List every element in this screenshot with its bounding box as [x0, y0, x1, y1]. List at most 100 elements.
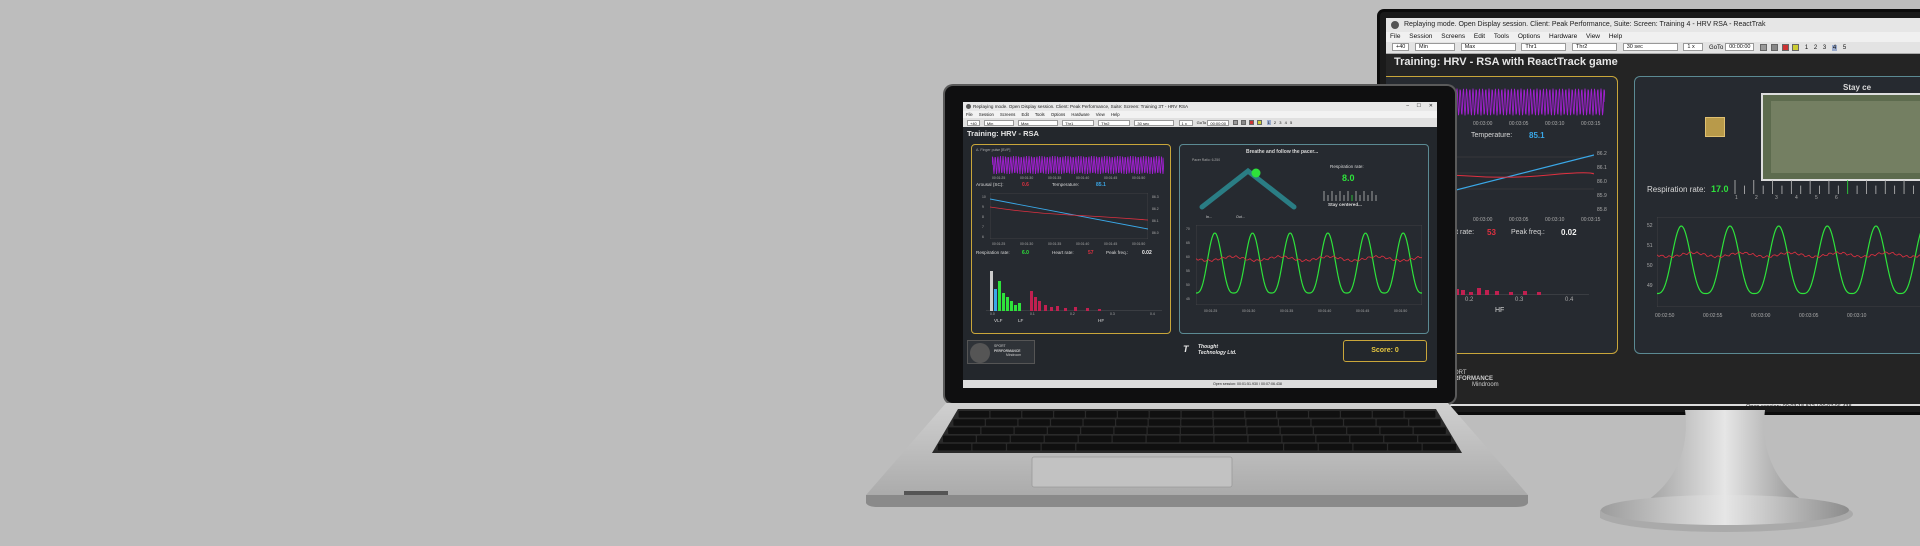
speed-select[interactable]: 1 x [1178, 119, 1193, 126]
menu-session[interactable]: Session [1409, 33, 1433, 40]
spectrum-bar [1064, 308, 1067, 311]
grid-icon[interactable] [1760, 43, 1768, 51]
touchpad[interactable] [1031, 456, 1233, 488]
scale-field[interactable]: +40 [967, 119, 980, 126]
goto-field[interactable]: 00:00:00 [1207, 119, 1229, 126]
page-1[interactable]: 1 [1804, 45, 1809, 51]
spectrum-bar [998, 281, 1001, 311]
menu-options[interactable]: Options [1050, 112, 1066, 117]
record-icon[interactable] [1781, 43, 1789, 51]
page-2[interactable]: 2 [1813, 45, 1818, 51]
keyboard-key [1313, 427, 1347, 434]
lf-band-label: LF [1018, 318, 1024, 323]
reacttrack-game-view[interactable] [1761, 93, 1920, 181]
menu-view[interactable]: View [1095, 112, 1105, 117]
menu-tools[interactable]: Tools [1034, 112, 1045, 117]
time-tick: 00:01:45 [1104, 176, 1118, 180]
page-3[interactable]: 3 [1822, 45, 1827, 51]
page-1[interactable]: 1 [1266, 120, 1271, 125]
max-field[interactable]: Max [1460, 43, 1516, 52]
thr1-field[interactable]: Thr1 [1521, 43, 1567, 52]
laptop-menu-bar: File Session Screens Edit Tools Options … [963, 111, 1437, 118]
menu-edit[interactable]: Edit [1473, 33, 1486, 40]
y-tick: 60 [1186, 255, 1190, 259]
page-5[interactable]: 5 [1842, 45, 1847, 51]
time-window-select[interactable]: 30 sec [1134, 119, 1175, 126]
window-maximize-icon[interactable]: ☐ [1416, 103, 1421, 109]
menu-screens[interactable]: Screens [1000, 112, 1016, 117]
time-tick: 00:01:25 [992, 176, 1006, 180]
menu-edit[interactable]: Edit [1021, 112, 1029, 117]
vlf-band-label: VLF [994, 318, 1003, 323]
score-display: Score: 0 [1343, 340, 1427, 362]
keyboard-key [1018, 419, 1050, 426]
time-tick: 00:01:30 [1242, 309, 1256, 313]
speed-select[interactable]: 1 x [1683, 43, 1704, 52]
keyboard-key [990, 411, 1022, 418]
keyboard-key [1413, 427, 1446, 434]
page-3[interactable]: 3 [1279, 120, 1282, 125]
keyboard-key [1245, 411, 1277, 418]
menu-hardware[interactable]: Hardware [1071, 112, 1090, 117]
menu-file[interactable]: File [1390, 33, 1401, 40]
page-4[interactable]: 4 [1284, 120, 1287, 125]
menu-help[interactable]: Help [1110, 112, 1120, 117]
layout-icon[interactable] [1770, 43, 1778, 51]
time-tick: 00:03:15 [1581, 217, 1601, 223]
chart-frame [1657, 217, 1920, 307]
page-5[interactable]: 5 [1290, 120, 1293, 125]
pause-icon[interactable] [1257, 120, 1263, 126]
sport-performance-logo: SPORT PERFORMANCE Mindroom [1446, 370, 1499, 388]
time-tick: 00:01:50 [1132, 242, 1146, 246]
laptop-title-bar: Replaying mode. Open Display session. Cl… [963, 102, 1437, 111]
spectrum-bar [994, 289, 997, 311]
laptop-keyboard[interactable] [932, 409, 1462, 453]
menu-tools[interactable]: Tools [1493, 33, 1509, 40]
time-tick: 00:03:00 [1473, 217, 1493, 223]
pause-icon[interactable] [1792, 43, 1800, 51]
scale-field[interactable]: +40 [1392, 43, 1410, 52]
menu-hardware[interactable]: Hardware [1549, 33, 1578, 40]
respiration-trace [1196, 232, 1422, 294]
keyboard-key [943, 435, 976, 443]
y-tick: 65 [1186, 241, 1190, 245]
temperature-value: 85.1 [1529, 131, 1545, 140]
keyboard-key [1341, 411, 1372, 418]
resp-rate-label: Respiration rate: [976, 250, 1010, 255]
keyboard-key [972, 443, 1006, 451]
grid-icon[interactable] [1233, 120, 1239, 126]
page-2[interactable]: 2 [1273, 120, 1277, 125]
y-tick: 50 [1647, 263, 1653, 269]
thr1-field[interactable]: Thr1 [1062, 119, 1095, 126]
keyboard-key [981, 427, 1014, 434]
menu-screens[interactable]: Screens [1441, 33, 1466, 40]
menu-view[interactable]: View [1586, 33, 1601, 40]
window-minimize-icon[interactable]: – [1406, 103, 1409, 109]
temperature-label: Temperature: [1052, 182, 1080, 187]
brand-sub: Technology Ltd. [1198, 350, 1237, 356]
menu-options[interactable]: Options [1517, 33, 1541, 40]
laptop-toolbar: +40 Min Max Thr1 Thr2 30 sec 1 x GoTo 00… [963, 118, 1437, 127]
monitor-status-bar: Open session: 00:03:18.812 / 00:07:06.43… [1386, 404, 1920, 406]
peak-freq-value: 0.02 [1142, 250, 1152, 256]
time-tick: 00:03:00 [1751, 313, 1771, 319]
menu-session[interactable]: Session [978, 112, 994, 117]
heart-rate-value: 53 [1487, 228, 1496, 237]
layout-icon[interactable] [1241, 120, 1247, 126]
record-icon[interactable] [1249, 120, 1255, 126]
window-close-icon[interactable]: ✕ [1428, 103, 1433, 109]
time-window-select[interactable]: 30 sec [1622, 43, 1678, 52]
min-field[interactable]: Min [1415, 43, 1456, 52]
goto-field[interactable]: 00:00:00 [1725, 43, 1755, 52]
min-field[interactable]: Min [983, 119, 1014, 126]
axis-tick: 85.8 [1597, 207, 1607, 213]
spectrum-bar [1074, 307, 1077, 311]
page-4[interactable]: 4 [1831, 45, 1838, 51]
spectrum-bar [1495, 291, 1499, 295]
resp-rate-label: Respiration rate: [1330, 164, 1364, 169]
menu-help[interactable]: Help [1608, 33, 1623, 40]
max-field[interactable]: Max [1018, 119, 1059, 126]
thr2-field[interactable]: Thr2 [1098, 119, 1131, 126]
menu-file[interactable]: File [966, 112, 973, 117]
thr2-field[interactable]: Thr2 [1572, 43, 1618, 52]
